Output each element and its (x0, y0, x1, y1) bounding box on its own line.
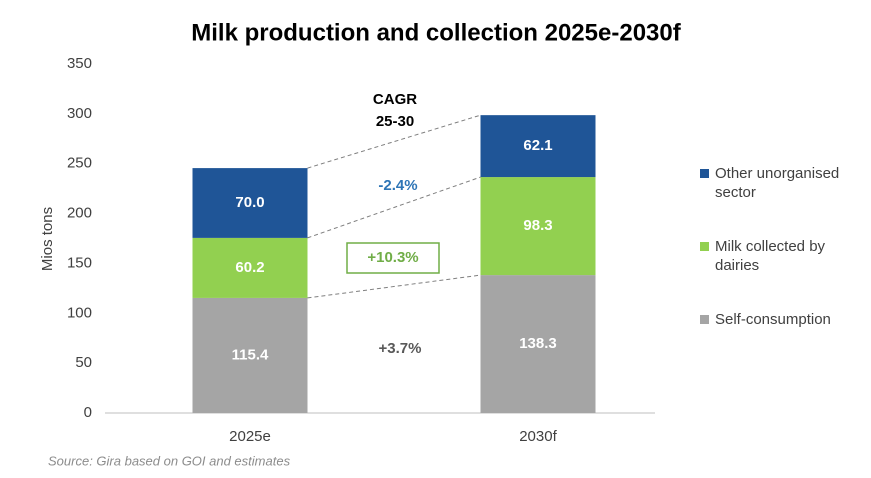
y-tick-label: 0 (84, 404, 92, 421)
y-tick-label: 300 (67, 105, 92, 122)
chart-title: Milk production and collection 2025e-203… (191, 19, 681, 46)
bar-segment (480, 177, 596, 276)
y-tick-label: 250 (67, 155, 92, 172)
source: Source: Gira based on GOI and estimates (48, 453, 291, 468)
bar-segment (192, 237, 308, 298)
value-label: 70.0 (235, 194, 264, 211)
legend-swatch (700, 315, 709, 324)
bar-segment (192, 297, 308, 413)
value-label: 60.2 (235, 259, 264, 276)
y-axis-label: Mios tons (39, 207, 56, 271)
legend-label: Milk collected by dairies (715, 238, 826, 274)
y-tick-label: 100 (67, 304, 92, 321)
connector (307, 176, 481, 239)
legend-item: Other unorganised sector (700, 164, 860, 202)
cagr-label: CAGR (373, 91, 417, 108)
y-tick-label: 150 (67, 254, 92, 271)
legend-label: Self-consumption (715, 311, 831, 328)
y-tick-label: 50 (75, 354, 92, 371)
legend-item: Self-consumption (700, 310, 860, 329)
cagr-label: 25-30 (376, 113, 414, 130)
bar-segment (480, 115, 596, 178)
legend-label: Other unorganised sector (715, 165, 840, 201)
value-label: 98.3 (523, 217, 552, 234)
y-tick-label: 350 (67, 55, 92, 72)
annotation: +3.7% (379, 340, 422, 357)
y-tick-label: 200 (67, 205, 92, 222)
legend-swatch (700, 242, 709, 251)
connector (307, 114, 481, 169)
annotation: -2.4% (378, 177, 417, 194)
x-tick-label: 2030f (519, 428, 557, 445)
x-tick-label: 2025e (229, 428, 271, 445)
legend-swatch (700, 169, 709, 178)
legend-item: Milk collected by dairies (700, 237, 860, 275)
value-label: 62.1 (523, 137, 552, 154)
value-label: 115.4 (232, 346, 269, 363)
connector (307, 274, 481, 299)
bar-segment (192, 168, 308, 238)
bar-segment (480, 275, 596, 413)
annotation: +10.3% (367, 249, 418, 266)
value-label: 138.3 (519, 335, 557, 352)
annotation-box (346, 242, 440, 274)
